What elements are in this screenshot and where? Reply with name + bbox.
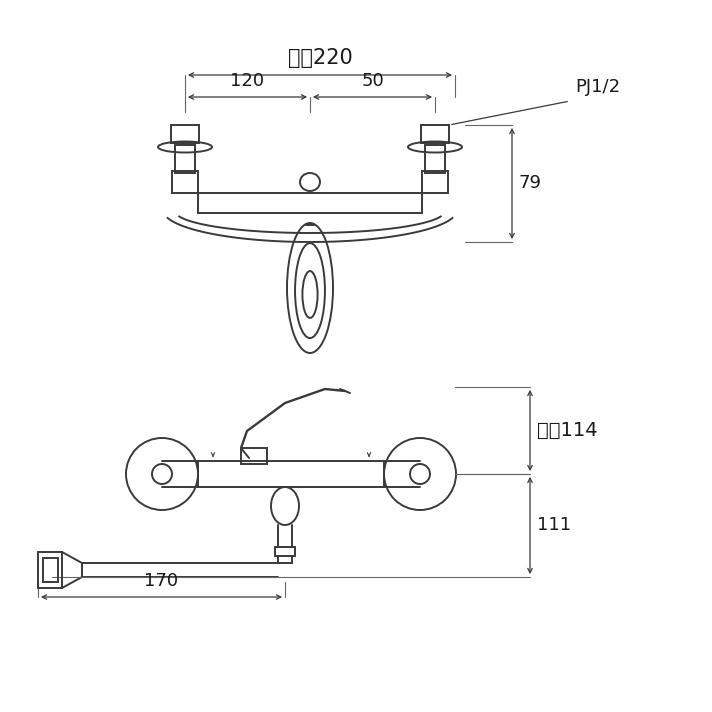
Bar (422, 171, 448, 193)
Text: PJ1/2: PJ1/2 (575, 78, 620, 96)
Bar (175, 145, 195, 173)
Bar (171, 125, 199, 143)
Text: 170: 170 (145, 572, 179, 590)
Bar (241, 448, 267, 464)
Text: 50: 50 (361, 72, 384, 90)
Bar (172, 171, 198, 193)
Text: 79: 79 (519, 174, 542, 192)
Text: 最大114: 最大114 (537, 421, 597, 440)
Text: 111: 111 (537, 516, 571, 535)
Text: 120: 120 (231, 72, 265, 90)
Text: 最大220: 最大220 (288, 48, 352, 68)
Bar (421, 125, 449, 143)
Bar (38, 552, 62, 588)
Bar (425, 145, 445, 173)
Bar (43, 558, 58, 582)
